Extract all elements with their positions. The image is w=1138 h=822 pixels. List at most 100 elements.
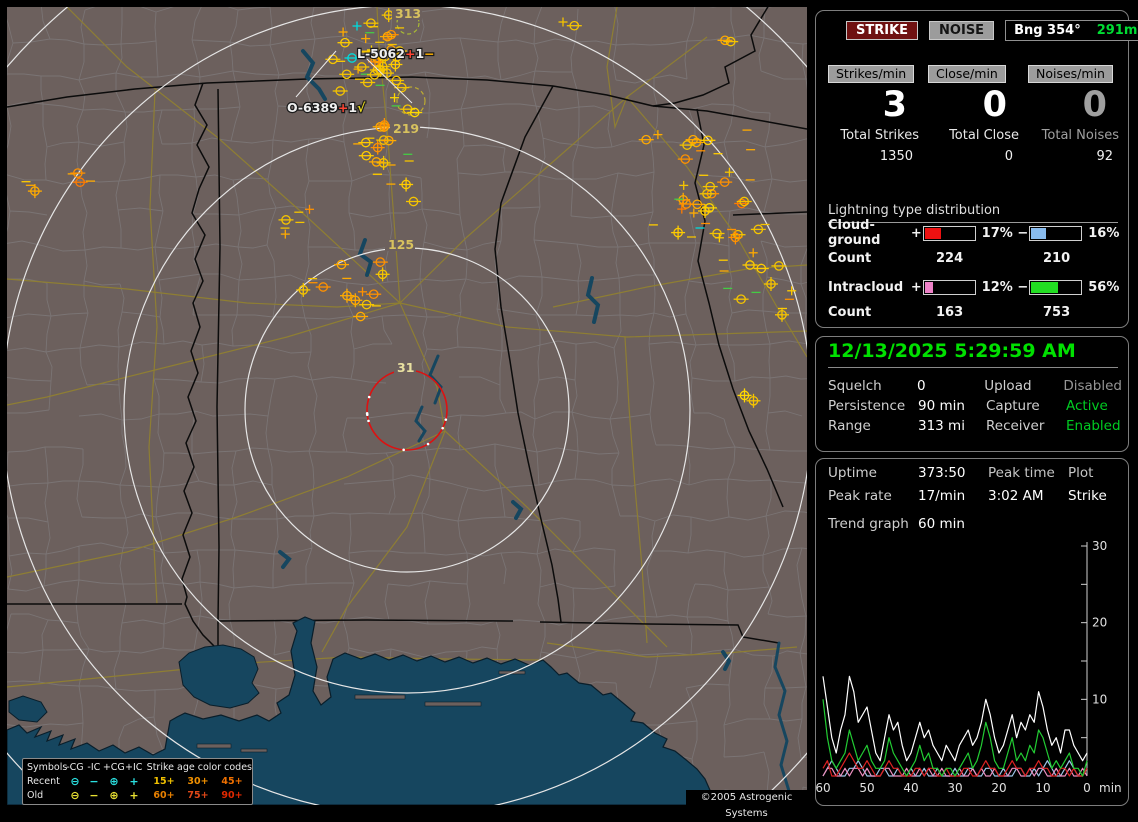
rate-chip-1[interactable]: Close/min <box>928 65 1006 83</box>
trend-row-1: Peak rate 17/min 3:02 AM Strike <box>828 488 1122 504</box>
ring-label-bg <box>390 123 420 135</box>
strike-cgMinus <box>750 224 766 235</box>
total-value-2: 92 <box>1096 149 1113 164</box>
legend-col-+CG: +CG <box>102 762 125 773</box>
strike-cgMinus <box>380 31 395 42</box>
strike-cgMinus <box>383 44 399 55</box>
minus-sign: − <box>1017 225 1029 241</box>
strike-cgMinus <box>315 282 331 292</box>
dist-pct-neg-0: 16% <box>1088 225 1120 241</box>
state-borders <box>7 7 807 658</box>
distribution-row-1: Intracloud +12% − 56% <box>828 279 1124 295</box>
dist-bar-neg-1-fill <box>1031 281 1059 293</box>
status-value-receiver: Enabled <box>1066 418 1121 434</box>
series-cloud-ground-positive <box>822 752 1088 777</box>
rate-columns: Strikes/min 3 Total Strikes 1350 Close/min 0 T… <box>824 63 1124 164</box>
strike-icPlus <box>714 233 724 243</box>
storm-label-part: − <box>424 46 434 61</box>
plus-sign: + <box>910 225 922 241</box>
dist-bar-pos-1-fill <box>924 281 933 293</box>
strike-cgPlus <box>296 282 311 297</box>
strike-icPlus <box>558 17 568 27</box>
legend-col-+IC: +IC <box>125 762 143 773</box>
strike-cgMinus <box>334 259 349 270</box>
minus-sign: − <box>1017 279 1029 295</box>
strike-cgMinus <box>354 62 370 72</box>
barrier-island <box>354 694 406 700</box>
strike-cgMinus <box>717 35 733 46</box>
state-border <box>181 82 228 658</box>
ring-tick <box>365 412 369 415</box>
road <box>444 430 668 648</box>
legend-symbol-1: − <box>89 775 99 788</box>
road <box>66 7 401 304</box>
river <box>585 276 601 324</box>
noise-mode-button[interactable]: NOISE <box>929 21 995 40</box>
strike-cgMinus <box>363 18 379 29</box>
strike-cgPlus <box>377 118 392 132</box>
strike-cgMinus <box>700 135 716 146</box>
status-label-capture: Capture <box>986 398 1040 414</box>
legend-row-recent: Recent ⊖ − ⊕ +15+ 30+ 45+ <box>27 775 252 789</box>
x-tick-label: 60 <box>816 781 831 795</box>
strike-cgMinus <box>337 37 353 48</box>
strike-cgMinus <box>72 177 88 188</box>
legend-symbol-0: ⊖ <box>70 775 80 788</box>
legend-row-old: Old ⊖ − ⊕ +60+ 75+ 90+ <box>27 789 252 803</box>
datetime-display: 12/13/2025 5:29:59 AM <box>828 340 1118 368</box>
strike-cgMinus <box>723 36 739 47</box>
strike-cgMinus <box>742 260 758 270</box>
strike-cgMinus <box>407 107 423 118</box>
strike-cgPlus <box>671 225 686 240</box>
strike-cgMinus <box>332 86 348 96</box>
bearing-readout: Bng 354° 291mi <box>1005 20 1138 41</box>
legend-age-15+: 15+ <box>153 776 175 787</box>
status-panel: 12/13/2025 5:29:59 AM Squelch 0 Upload Disa… <box>815 336 1129 452</box>
x-axis-unit: min <box>1099 781 1122 795</box>
rate-chip-0[interactable]: Strikes/min <box>828 65 915 83</box>
strike-cgMinus <box>730 229 746 240</box>
trend-panel: Uptime 373:50 Peak time Plot Peak rate 17/min… <box>815 458 1129 806</box>
distribution-count-row-1: Count 163 753 <box>828 305 1070 320</box>
count-label-1: Count <box>828 305 872 320</box>
dist-pct-pos-0: 17% <box>981 225 1013 241</box>
count-pos-0: 224 <box>936 251 964 266</box>
rate-value-1: 0 <box>982 85 1007 125</box>
road <box>7 430 446 578</box>
legend-symbols-title: Symbols <box>27 762 68 773</box>
storm-label-part: O-6389 <box>287 100 338 115</box>
legend-age-60+: 60+ <box>153 790 175 801</box>
strike-cgPlus <box>737 388 752 403</box>
barrier-island <box>240 748 268 753</box>
status-value-persistence: 90 min <box>918 398 965 414</box>
status-label-persistence: Persistence <box>828 398 906 414</box>
ring-tick <box>441 426 444 430</box>
strike-cgMinus <box>359 299 375 310</box>
plus-sign: + <box>910 279 922 295</box>
lake-pontchartrain <box>178 644 260 709</box>
strike-cgMinus <box>344 53 360 63</box>
legend-age-90+: 90+ <box>221 790 243 801</box>
ring-distance-label: 125 <box>388 237 414 252</box>
strike-cgMinus <box>406 196 421 207</box>
rate-chip-2[interactable]: Noises/min <box>1028 65 1113 83</box>
ring-distance-label: 219 <box>393 121 419 136</box>
distribution-count-row-0: Count 224 210 <box>828 251 1070 266</box>
dist-label-1: Intracloud <box>828 279 904 295</box>
lightning-map[interactable]: L-5062+1− O-6389+1√ 31 125 219 313 Symbols -CG… <box>7 7 807 819</box>
trend-graph: 10 20 30 60 50 40 30 20 10 0 min <box>816 539 1122 795</box>
strike-cgMinus <box>717 177 733 187</box>
dist-pct-pos-1: 12% <box>981 279 1013 295</box>
strike-cgMinus <box>360 77 376 88</box>
legend-col--CG: -CG <box>66 762 84 773</box>
strike-cgPlus <box>375 267 390 282</box>
strike-cgPlus <box>728 230 743 245</box>
map-symbol-legend: Symbols -CG -IC +CG +IC Strike age color code… <box>22 758 253 805</box>
river <box>721 650 732 671</box>
strike-icPlus <box>748 248 758 258</box>
road <box>7 302 401 406</box>
strike-cgMinus <box>677 154 693 164</box>
strike-mode-button[interactable]: STRIKE <box>846 21 919 40</box>
